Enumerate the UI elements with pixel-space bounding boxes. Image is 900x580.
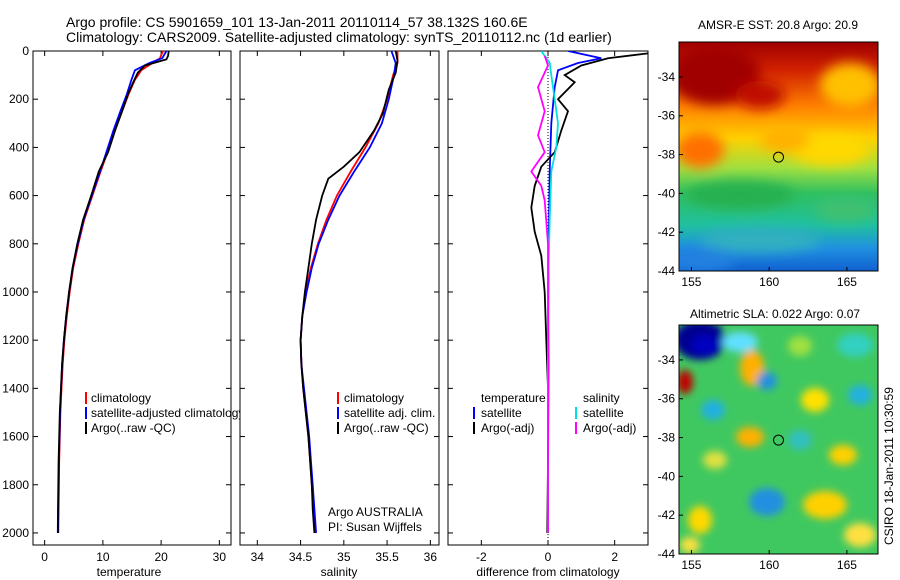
x-tick-label: 36 [424, 550, 438, 564]
legend-label-sal-argo: Argo(-adj) [583, 421, 636, 435]
y-tick-label: -34 [658, 70, 676, 84]
x-tick-label: 20 [154, 550, 168, 564]
argo-program-label: Argo AUSTRALIA [328, 505, 423, 519]
sst-field-features [679, 45, 878, 271]
sla-axes-box [678, 324, 879, 555]
sla-x-ticks: 155 160 165 [681, 550, 857, 572]
y-tick-label: -44 [658, 264, 676, 278]
y-tick-label: 1600 [2, 430, 29, 444]
timestamp-side-label: CSIRO 18-Jan-2011 10:30:59 [882, 387, 896, 545]
x-tick-label: -2 [476, 550, 487, 564]
legend-label-temp-argo: Argo(-adj) [481, 421, 534, 435]
salinity-panel: 34 34.5 35 35.5 36 salinity climatology sate… [239, 50, 440, 579]
legend-label-argo: Argo(..raw -QC) [344, 421, 429, 435]
y-tick-label: 1800 [2, 478, 29, 492]
temperature-y-ticks: 0 200 400 600 800 1000 1200 1400 1600 1800 2000 [2, 44, 231, 540]
y-tick-label: 400 [9, 140, 29, 154]
salinity-xlabel: salinity [321, 565, 358, 579]
x-tick-label: 155 [681, 558, 701, 572]
difference-legend: temperature satellite Argo(-adj) salinit… [473, 391, 636, 435]
sst-heatmap [679, 42, 878, 271]
legend-title-temperature: temperature [481, 391, 546, 405]
y-tick-label: 200 [9, 92, 29, 106]
x-tick-label: 30 [213, 550, 227, 564]
legend-label-argo: Argo(..raw -QC) [91, 421, 176, 435]
legend-label-climatology: climatology [91, 391, 151, 405]
y-tick-label: 1200 [2, 333, 29, 347]
y-tick-label: 1000 [2, 285, 29, 299]
y-tick-label: -34 [658, 353, 676, 367]
y-tick-label: -40 [658, 186, 676, 200]
salinity-series [299, 50, 399, 534]
y-tick-label: -36 [658, 392, 676, 406]
series-line-argo-adj [530, 55, 550, 533]
y-tick-label: -44 [658, 547, 676, 561]
x-tick-label: 34.5 [289, 550, 313, 564]
salinity-axes-box [239, 50, 440, 546]
y-tick-label: 1400 [2, 381, 29, 395]
legend-label-temp-satellite: satellite [481, 406, 522, 420]
temperature-legend: climatology satellite-adjusted climatolo… [85, 391, 244, 435]
series-line-argo-adj [530, 52, 648, 534]
temperature-axes-box [32, 50, 232, 546]
y-tick-label: 2000 [2, 526, 29, 540]
legend-label-satellite: satellite-adjusted climatology [91, 406, 244, 420]
sla-heatmap [679, 325, 878, 554]
sst-y-ticks: -34 -36 -38 -40 -42 -44 [658, 70, 683, 278]
argo-pi-label: PI: Susan Wijffels [328, 520, 422, 534]
x-tick-label: 10 [96, 550, 110, 564]
x-tick-label: 165 [837, 558, 857, 572]
x-tick-label: 0 [545, 550, 552, 564]
x-tick-label: 35.5 [375, 550, 399, 564]
x-tick-label: 2 [611, 550, 618, 564]
series-line-argo-raw-qc [299, 50, 399, 534]
y-tick-label: -40 [658, 469, 676, 483]
sla-y-ticks: -34 -36 -38 -40 -42 -44 [658, 353, 683, 561]
legend-label-climatology: climatology [344, 391, 404, 405]
sst-axes-box [678, 41, 879, 272]
argo-float-marker [773, 434, 784, 446]
temperature-xlabel: temperature [97, 565, 162, 579]
argo-float-marker [773, 151, 784, 163]
figure-title-line2: Climatology: CARS2009. Satellite-adjuste… [66, 29, 612, 45]
y-tick-label: 0 [22, 44, 29, 58]
legend-title-salinity: salinity [583, 391, 620, 405]
salinity-y-tick-marks [240, 50, 439, 534]
difference-panel: -2 0 2 difference from climatology tempera… [447, 50, 649, 579]
series-line-argo-raw-qc [56, 50, 170, 534]
x-tick-label: 165 [837, 275, 857, 289]
sst-map-title: AMSR-E SST: 20.8 Argo: 20.9 [698, 18, 858, 32]
y-tick-label: -42 [658, 225, 676, 239]
sla-background-field [679, 325, 878, 554]
x-tick-label: 160 [759, 275, 779, 289]
y-tick-label: -42 [658, 508, 676, 522]
y-tick-label: -36 [658, 109, 676, 123]
salinity-legend: climatology satellite adj. clim. Argo(..… [337, 391, 435, 435]
difference-series [530, 51, 648, 534]
y-tick-label: -38 [658, 148, 676, 162]
sla-map-title: Altimetric SLA: 0.022 Argo: 0.07 [690, 307, 860, 321]
y-tick-label: 800 [9, 237, 29, 251]
x-tick-label: 0 [41, 550, 48, 564]
figure-title-line1: Argo profile: CS 5901659_101 13-Jan-2011… [66, 14, 528, 30]
salinity-x-ticks: 34 34.5 35 35.5 36 [251, 51, 438, 564]
difference-x-ticks: -2 0 2 [476, 51, 618, 564]
sst-map-panel: AMSR-E SST: 20.8 Argo: 20.9 155 160 165 -3… [658, 18, 879, 289]
sst-x-ticks: 155 160 165 [681, 267, 857, 289]
difference-y-tick-marks [448, 50, 648, 534]
x-tick-label: 155 [681, 275, 701, 289]
x-tick-label: 35 [337, 550, 351, 564]
sla-map-panel: Altimetric SLA: 0.022 Argo: 0.07 [658, 307, 879, 572]
sla-field-features [679, 325, 876, 553]
difference-xlabel: difference from climatology [476, 565, 619, 579]
y-tick-label: 600 [9, 189, 29, 203]
y-tick-label: -38 [658, 431, 676, 445]
x-tick-label: 34 [251, 550, 265, 564]
legend-label-satellite: satellite adj. clim. [344, 406, 435, 420]
legend-label-sal-satellite: satellite [583, 406, 624, 420]
temperature-series [56, 50, 170, 534]
x-tick-label: 160 [759, 558, 779, 572]
temperature-panel: 0 200 400 600 800 1000 1200 1400 1600 1800 2000 0 1… [2, 44, 244, 579]
